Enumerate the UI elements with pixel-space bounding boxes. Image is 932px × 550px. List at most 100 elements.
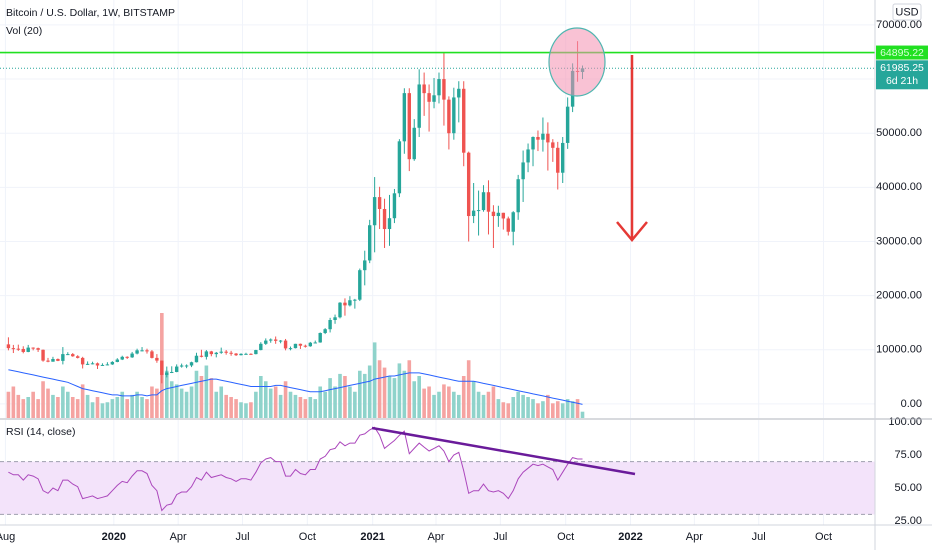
volume-bar (249, 402, 253, 418)
candle-body (437, 79, 441, 96)
volume-bar (254, 391, 258, 418)
rsi-line (8, 426, 583, 512)
volume-bar (353, 391, 357, 418)
candle-body (328, 319, 332, 330)
candle-body (387, 218, 392, 230)
last-price-label: 61985.25 (880, 62, 924, 74)
candle-body (209, 351, 214, 355)
volume-bar (80, 384, 85, 418)
volume-bar (407, 360, 412, 418)
candle-body (21, 348, 25, 352)
x-tick-label: Jul (235, 531, 249, 543)
volume-bar (41, 381, 45, 418)
y-tick-label: 0.00 (901, 398, 922, 410)
currency[interactable]: USD (895, 6, 918, 18)
candle-body (135, 350, 139, 354)
candle-body (224, 351, 228, 353)
volume-bar (120, 391, 125, 418)
volume-bar (16, 394, 21, 418)
volume-bar (338, 373, 342, 418)
x-tick-label: Apr (686, 531, 703, 543)
candle-body (95, 363, 100, 366)
volume-bar (551, 403, 555, 418)
candle-body (76, 356, 80, 358)
candle-body (382, 209, 387, 230)
candle-body (407, 93, 411, 160)
candle-body (145, 350, 149, 352)
annotations (371, 27, 648, 476)
volume-bar (224, 394, 228, 418)
candle-body (283, 340, 288, 349)
candle-body (402, 93, 407, 142)
candle-body (358, 270, 362, 300)
y-tick-label: 10000.00 (876, 344, 922, 356)
candle-body (348, 300, 352, 306)
candle-body (66, 354, 70, 356)
volume-bar (417, 376, 421, 418)
candle-body (412, 127, 416, 160)
volume-label: Vol (20) (6, 25, 42, 37)
volume-bar (521, 394, 525, 418)
volume-bar (486, 391, 491, 418)
volume-bar (239, 402, 243, 418)
candle-body (61, 354, 65, 361)
candle-body (363, 260, 367, 271)
currency-box[interactable] (892, 3, 922, 21)
candle-body (204, 351, 209, 357)
volume-bar (263, 381, 268, 418)
volume-bar (501, 402, 506, 418)
candle-body (184, 365, 189, 367)
volume-bar (169, 381, 174, 418)
candle-body (565, 106, 570, 143)
volume-bar (219, 386, 224, 418)
candle-body (541, 133, 545, 140)
y-tick-label: 40000.00 (876, 181, 922, 193)
candle-body (462, 88, 466, 153)
volume-bar (174, 384, 179, 418)
candle-body (6, 344, 11, 349)
volume-bar (61, 386, 65, 418)
candle-body (214, 352, 218, 355)
volume-bar (387, 376, 392, 418)
volume-bar (506, 403, 511, 418)
candle-body (556, 147, 560, 173)
candle-body (496, 212, 501, 217)
volume-bar (145, 399, 149, 418)
volume-bar (194, 370, 199, 418)
volume-bar (90, 402, 95, 418)
volume-bar (31, 391, 35, 418)
volume-bar (333, 386, 337, 418)
volume-bar (130, 394, 134, 418)
candle-body (353, 299, 357, 301)
volume-bar (560, 403, 565, 418)
volume-bar (36, 399, 40, 418)
candle-body (313, 342, 317, 344)
volume-bar (56, 397, 60, 418)
candle-body (254, 350, 258, 355)
volume-bar (288, 391, 293, 418)
volume-bar (432, 394, 436, 418)
rsi-band (0, 461, 875, 515)
volume-bar (85, 394, 90, 418)
volume-bar (308, 397, 313, 418)
candle-body (26, 347, 30, 352)
candle-body (105, 364, 110, 366)
volume-bar (402, 370, 407, 418)
volume-bar (100, 403, 105, 418)
candle-body (155, 357, 159, 361)
y-tick-label: 30000.00 (876, 235, 922, 247)
candle-body (427, 93, 431, 102)
candle-body (219, 351, 223, 353)
volume-bar (565, 399, 570, 418)
candle-body (189, 362, 194, 366)
x-tick-label: Jul (493, 531, 507, 543)
volume-bar (313, 399, 318, 418)
candle-body (244, 353, 248, 355)
candle-body (56, 358, 60, 361)
candle-body (11, 348, 16, 350)
x-tick-label: Oct (557, 531, 574, 543)
candle-body (372, 197, 377, 226)
candle-body (288, 348, 293, 350)
volume-bar (392, 378, 397, 418)
